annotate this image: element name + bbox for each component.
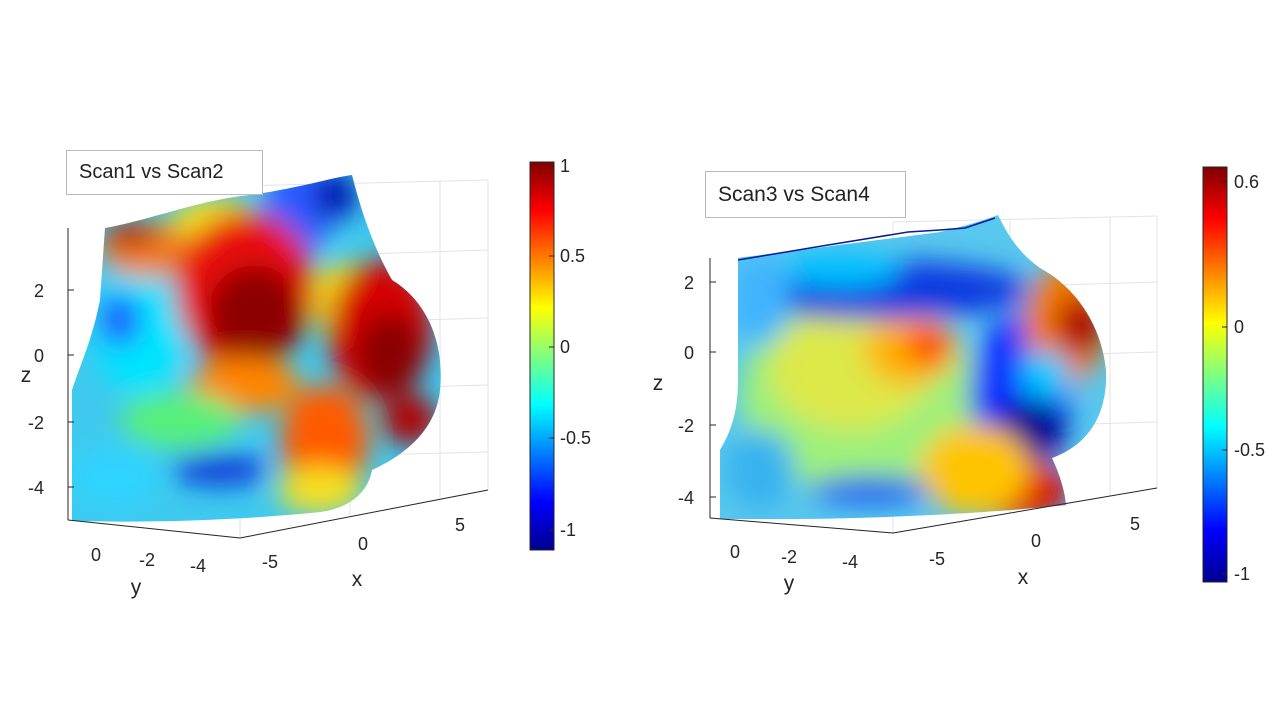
- colorbar-tick-label: 1: [560, 156, 570, 176]
- colorbar-tick-label: -0.5: [1234, 440, 1265, 460]
- axes-left: [67, 228, 489, 539]
- z-tick-label: 0: [684, 343, 694, 363]
- colorbar-tick-label: 0.5: [560, 246, 585, 266]
- x-tick-label: -5: [929, 549, 945, 569]
- colorbar-right-gradient: [1202, 166, 1228, 583]
- x-tick-label: -5: [262, 552, 278, 572]
- colorbar-tick-label: -1: [1234, 564, 1250, 584]
- y-axis-right: 0 -2 -4 y: [730, 542, 858, 595]
- z-axis-left: 2 0 -2 -4 z: [21, 281, 74, 498]
- z-tick-label: 0: [34, 346, 44, 366]
- x-tick-label: 0: [358, 534, 368, 554]
- x-axis-right: -5 0 5 x: [929, 514, 1140, 589]
- y-axis-label: y: [131, 576, 142, 599]
- z-tick-label: 2: [34, 281, 44, 301]
- z-tick-label: 2: [684, 273, 694, 293]
- x-tick-label: 0: [1031, 531, 1041, 551]
- z-tick-label: -2: [28, 413, 44, 433]
- axes-right: [709, 258, 1158, 534]
- colorbar-left-gradient: [529, 161, 555, 551]
- y-tick-label: 0: [730, 542, 740, 562]
- x-axis-left: -5 0 5 x: [262, 515, 465, 591]
- chart-title-right: Scan3 vs Scan4: [705, 171, 906, 218]
- z-tick-label: -2: [678, 416, 694, 436]
- x-tick-label: 5: [455, 515, 465, 535]
- x-axis-label: x: [352, 568, 363, 591]
- y-tick-label: -2: [781, 547, 797, 567]
- chart-title-left: Scan1 vs Scan2: [66, 150, 263, 195]
- x-axis-label: x: [1018, 566, 1029, 589]
- colorbar-tick-label: 0.6: [1234, 172, 1259, 192]
- plot-left: 2 0 -2 -4 z 0 -2 -4 y -5 0 5 x 1 0.5 0 -…: [21, 156, 591, 599]
- colorbar-right: 0.6 0 -0.5 -1: [1202, 166, 1265, 584]
- y-tick-label: -4: [842, 552, 858, 572]
- colorbar-tick-label: 0: [560, 337, 570, 357]
- z-tick-label: -4: [28, 478, 44, 498]
- y-axis-label: y: [784, 572, 795, 595]
- y-tick-label: -4: [190, 556, 206, 576]
- colorbar-tick-label: 0: [1234, 317, 1244, 337]
- z-tick-label: -4: [678, 488, 694, 508]
- y-tick-label: 0: [91, 545, 101, 565]
- colorbar-tick-label: -0.5: [560, 428, 591, 448]
- x-tick-label: 5: [1130, 514, 1140, 534]
- z-axis-label: z: [653, 372, 664, 395]
- surface-right-edge: [737, 217, 996, 261]
- y-axis-left: 0 -2 -4 y: [91, 545, 206, 599]
- colorbar-left: 1 0.5 0 -0.5 -1: [529, 156, 591, 551]
- colorbar-tick-label: -1: [560, 520, 576, 540]
- plot-right: 2 0 -2 -4 z 0 -2 -4 y -5 0 5 x 0.6 0 -0.…: [653, 166, 1265, 595]
- surface-left: [72, 175, 441, 522]
- z-axis-right: 2 0 -2 -4 z: [653, 273, 716, 508]
- z-axis-label: z: [21, 364, 32, 387]
- surface-right: [720, 215, 1107, 519]
- y-tick-label: -2: [139, 550, 155, 570]
